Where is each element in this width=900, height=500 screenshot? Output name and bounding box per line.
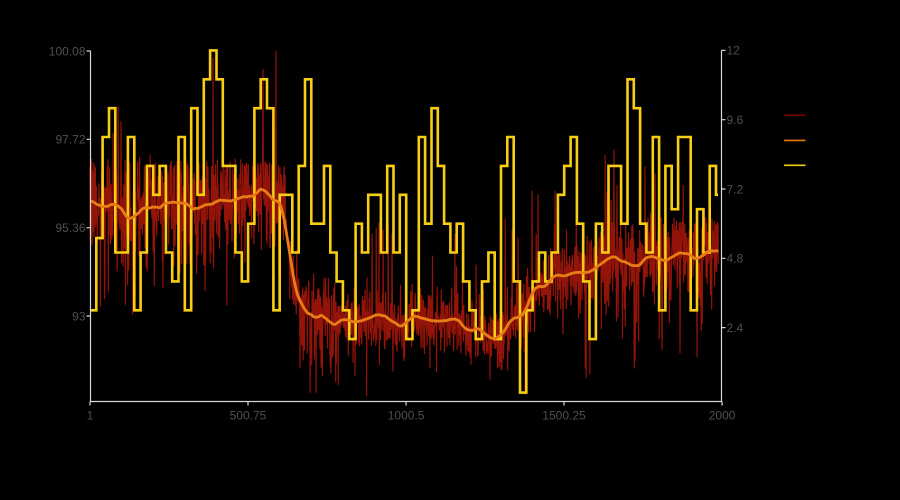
svg-text:93: 93 [72,309,86,323]
svg-text:100.08: 100.08 [49,44,86,58]
svg-text:12: 12 [727,44,741,58]
svg-text:2.4: 2.4 [727,321,744,335]
svg-text:95.36: 95.36 [55,221,85,235]
svg-text:7.2: 7.2 [727,182,744,196]
svg-text:1: 1 [87,409,94,423]
svg-text:4.8: 4.8 [727,252,744,266]
svg-text:500.75: 500.75 [230,409,267,423]
svg-text:9.6: 9.6 [727,113,744,127]
svg-text:97.72: 97.72 [55,133,85,147]
svg-text:2000: 2000 [709,409,736,423]
svg-text:1000.5: 1000.5 [388,409,425,423]
svg-text:1500.25: 1500.25 [542,409,586,423]
